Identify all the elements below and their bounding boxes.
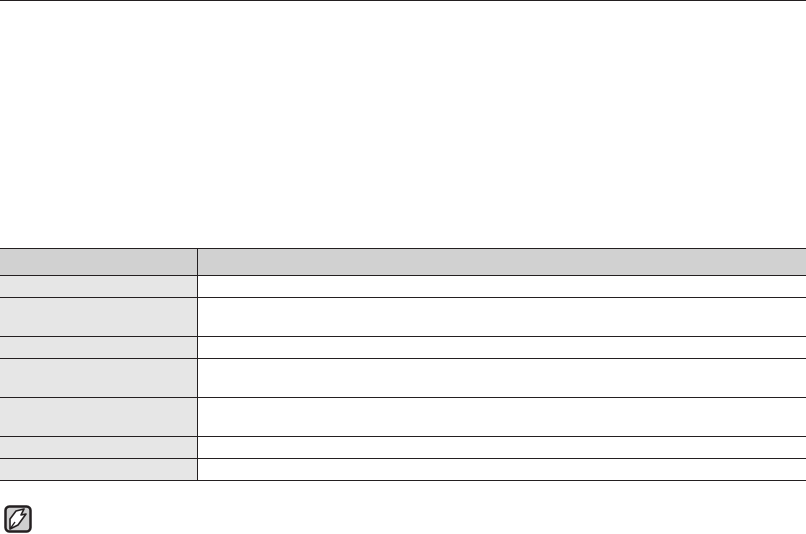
- row-value: [197, 397, 806, 437]
- spec-table: [0, 248, 806, 481]
- header-cell: [197, 248, 806, 276]
- table-row: [0, 336, 806, 359]
- row-label: [0, 397, 198, 437]
- row-value: [197, 436, 806, 459]
- row-label: [0, 358, 198, 398]
- row-label: [0, 436, 198, 459]
- table-row: [0, 458, 806, 481]
- row-value: [197, 275, 806, 298]
- top-rule: [0, 0, 806, 1]
- row-label: [0, 275, 198, 298]
- header-cell: [0, 248, 198, 276]
- table-header: [0, 248, 806, 276]
- row-label: [0, 458, 198, 481]
- row-label: [0, 336, 198, 359]
- table-row: [0, 297, 806, 337]
- row-value: [197, 336, 806, 359]
- row-value: [197, 297, 806, 337]
- table-row: [0, 275, 806, 298]
- table-row: [0, 358, 806, 398]
- row-value: [197, 458, 806, 481]
- row-value: [197, 358, 806, 398]
- table-row: [0, 397, 806, 437]
- note-pencil-icon: [4, 505, 32, 533]
- row-label: [0, 297, 198, 337]
- table-row: [0, 436, 806, 459]
